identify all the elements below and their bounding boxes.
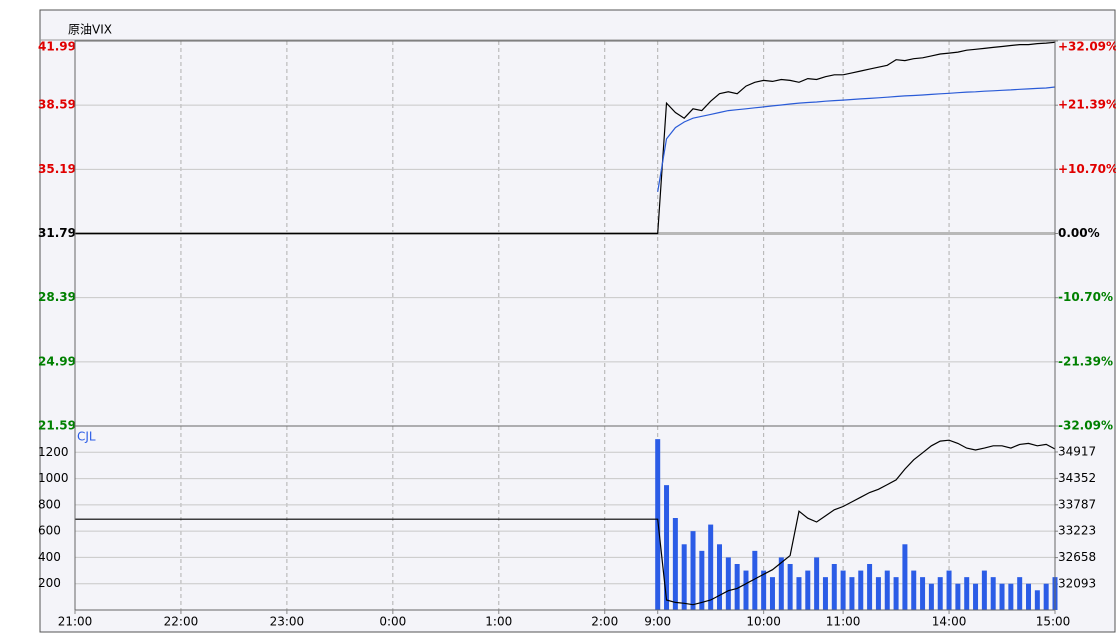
y-tick-label: 200 <box>38 576 61 590</box>
volume-bar <box>778 557 784 610</box>
y-tick-label: 600 <box>38 524 61 538</box>
volume-bar <box>884 570 890 610</box>
volume-bar <box>681 544 687 610</box>
volume-bar <box>911 570 917 610</box>
volume-bar <box>725 557 731 610</box>
volume-bar <box>1043 583 1049 610</box>
volume-bar <box>964 577 970 610</box>
x-tick-label: 21:00 <box>58 615 93 629</box>
y-tick-label: 800 <box>38 497 61 511</box>
y-tick-label: 38.59 <box>38 98 76 112</box>
volume-bar <box>893 577 899 610</box>
volume-bar <box>973 583 979 610</box>
volume-bar <box>858 570 864 610</box>
volume-bar <box>875 577 881 610</box>
volume-bar <box>743 570 749 610</box>
y-tick-label: 1200 <box>38 445 69 459</box>
y2-tick-label: -21.39% <box>1058 354 1113 368</box>
volume-bar <box>805 570 811 610</box>
x-tick-label: 23:00 <box>270 615 305 629</box>
volume-bar <box>699 550 705 610</box>
x-tick-label: 15:00 <box>1036 615 1071 629</box>
y-tick-label: 24.99 <box>38 354 76 368</box>
y2-tick-label: 34352 <box>1058 471 1096 485</box>
y2-tick-label: 32658 <box>1058 550 1096 564</box>
volume-bar <box>787 564 793 610</box>
x-tick-label: 14:00 <box>932 615 967 629</box>
volume-bar <box>999 583 1005 610</box>
volume-bar <box>981 570 987 610</box>
volume-bar <box>831 564 837 610</box>
volume-bar <box>920 577 926 610</box>
plot-border <box>74 425 1056 611</box>
y2-tick-label: 33787 <box>1058 497 1096 511</box>
x-tick-label: 9:00 <box>644 615 671 629</box>
x-tick-label: 0:00 <box>379 615 406 629</box>
series-line <box>75 439 1056 606</box>
y-tick-label: 35.19 <box>38 162 76 176</box>
volume-bar <box>690 531 696 610</box>
volume-bar <box>664 485 670 610</box>
volume-bar <box>769 577 775 610</box>
volume-bar <box>734 564 740 610</box>
volume-bar <box>708 524 714 610</box>
volume-bar <box>928 583 934 610</box>
chart-title: 原油VIX <box>68 23 112 37</box>
x-tick-label: 10:00 <box>746 615 781 629</box>
volume-bar <box>717 544 723 610</box>
x-tick-label: 11:00 <box>826 615 861 629</box>
y2-tick-label: +32.09% <box>1058 40 1116 54</box>
volume-bar <box>946 570 952 610</box>
panel-title: CJL <box>77 430 96 444</box>
volume-bar <box>1008 583 1014 610</box>
frame <box>39 9 1116 633</box>
y2-tick-label: +21.39% <box>1058 98 1116 112</box>
y2-tick-label: 33223 <box>1058 524 1096 538</box>
volume-bar <box>752 550 758 610</box>
volume-bar <box>1026 583 1032 610</box>
volume-bar <box>955 583 961 610</box>
y2-tick-label: 32093 <box>1058 577 1096 591</box>
volume-bar <box>990 577 996 610</box>
volume-bar <box>1034 590 1040 610</box>
volume-bar <box>1017 577 1023 610</box>
series-line <box>75 41 1056 235</box>
y2-tick-label: -10.70% <box>1058 290 1113 304</box>
x-tick-label: 22:00 <box>164 615 199 629</box>
series-line <box>657 86 1056 192</box>
y-tick-label: 1000 <box>38 471 69 485</box>
volume-bar <box>822 577 828 610</box>
volume-bar <box>867 564 873 610</box>
volume-bar <box>937 577 943 610</box>
volume-bar <box>796 577 802 610</box>
y2-tick-label: 34917 <box>1058 444 1096 458</box>
y-tick-label: 21.59 <box>38 419 76 433</box>
volume-bar <box>840 570 846 610</box>
y2-tick-label: +10.70% <box>1058 162 1116 176</box>
y-tick-label: 41.99 <box>38 40 76 54</box>
x-tick-label: 1:00 <box>485 615 512 629</box>
y-tick-label: 400 <box>38 550 61 564</box>
volume-bar <box>672 518 678 610</box>
x-tick-label: 2:00 <box>591 615 618 629</box>
volume-bar <box>849 577 855 610</box>
y-tick-label: 31.79 <box>38 226 76 240</box>
volume-bar <box>814 557 820 610</box>
y-tick-label: 28.39 <box>38 290 76 304</box>
y2-tick-label: 0.00% <box>1058 226 1100 240</box>
y2-tick-label: -32.09% <box>1058 419 1113 433</box>
volume-bar <box>902 544 908 610</box>
volume-bar <box>761 570 767 610</box>
